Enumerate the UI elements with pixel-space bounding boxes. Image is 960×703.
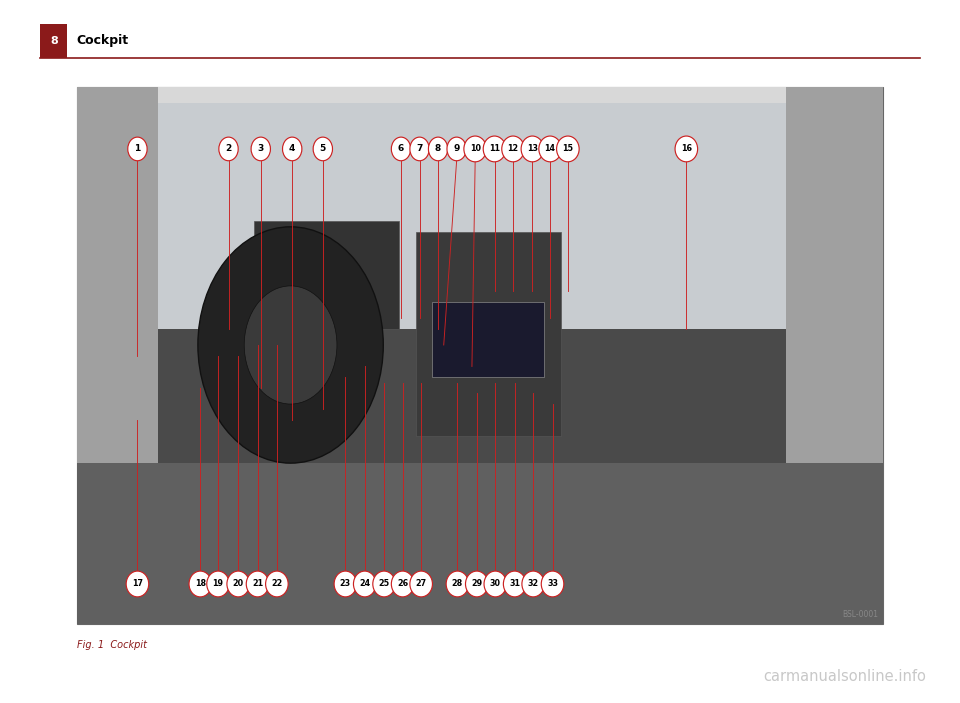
Ellipse shape <box>282 137 301 161</box>
Ellipse shape <box>206 571 229 597</box>
Ellipse shape <box>128 137 147 161</box>
FancyBboxPatch shape <box>416 232 561 437</box>
Ellipse shape <box>557 136 579 162</box>
Ellipse shape <box>353 571 376 597</box>
FancyBboxPatch shape <box>77 87 157 624</box>
Text: 16: 16 <box>681 144 692 153</box>
Text: 13: 13 <box>527 144 538 153</box>
Text: 11: 11 <box>489 144 500 153</box>
Text: 28: 28 <box>452 579 463 588</box>
Ellipse shape <box>521 136 543 162</box>
FancyBboxPatch shape <box>786 87 883 624</box>
Ellipse shape <box>502 136 524 162</box>
Text: 3: 3 <box>257 144 264 153</box>
Ellipse shape <box>227 571 250 597</box>
Ellipse shape <box>247 571 269 597</box>
Ellipse shape <box>447 137 467 161</box>
Ellipse shape <box>392 571 414 597</box>
Text: 19: 19 <box>212 579 224 588</box>
Ellipse shape <box>503 571 526 597</box>
Ellipse shape <box>541 571 564 597</box>
FancyBboxPatch shape <box>254 221 399 329</box>
Ellipse shape <box>313 137 332 161</box>
Text: 1: 1 <box>134 144 140 153</box>
Ellipse shape <box>126 571 149 597</box>
Ellipse shape <box>372 571 396 597</box>
Text: 30: 30 <box>490 579 501 588</box>
Ellipse shape <box>219 137 238 161</box>
FancyBboxPatch shape <box>117 103 843 329</box>
Ellipse shape <box>392 137 411 161</box>
Text: 33: 33 <box>547 579 558 588</box>
Text: 17: 17 <box>132 579 143 588</box>
Text: 15: 15 <box>563 144 573 153</box>
Ellipse shape <box>446 571 468 597</box>
Ellipse shape <box>266 571 288 597</box>
Text: BSL-0001: BSL-0001 <box>842 610 878 619</box>
FancyBboxPatch shape <box>77 87 883 624</box>
Text: 5: 5 <box>320 144 326 153</box>
Ellipse shape <box>252 137 271 161</box>
Ellipse shape <box>334 571 357 597</box>
Text: 8: 8 <box>435 144 442 153</box>
Ellipse shape <box>189 571 211 597</box>
Text: 25: 25 <box>378 579 390 588</box>
Text: 20: 20 <box>232 579 244 588</box>
Text: 21: 21 <box>252 579 263 588</box>
Ellipse shape <box>466 571 488 597</box>
Text: 18: 18 <box>195 579 205 588</box>
Ellipse shape <box>410 137 429 161</box>
Text: 14: 14 <box>544 144 556 153</box>
Text: 7: 7 <box>417 144 422 153</box>
FancyBboxPatch shape <box>77 463 883 624</box>
Text: 22: 22 <box>272 579 282 588</box>
Text: 29: 29 <box>471 579 482 588</box>
Text: 23: 23 <box>340 579 351 588</box>
Text: 31: 31 <box>509 579 520 588</box>
Text: Cockpit: Cockpit <box>77 34 129 47</box>
Ellipse shape <box>428 137 447 161</box>
Text: 4: 4 <box>289 144 296 153</box>
Ellipse shape <box>464 136 487 162</box>
FancyBboxPatch shape <box>77 87 883 329</box>
Ellipse shape <box>198 227 383 463</box>
FancyBboxPatch shape <box>77 259 883 463</box>
Ellipse shape <box>539 136 562 162</box>
Text: carmanualsonline.info: carmanualsonline.info <box>763 669 926 684</box>
Ellipse shape <box>410 571 432 597</box>
Text: 32: 32 <box>528 579 539 588</box>
Text: 10: 10 <box>469 144 481 153</box>
Text: 12: 12 <box>508 144 518 153</box>
Ellipse shape <box>675 136 698 162</box>
FancyBboxPatch shape <box>432 302 544 378</box>
FancyBboxPatch shape <box>40 24 67 58</box>
Text: Fig. 1  Cockpit: Fig. 1 Cockpit <box>77 640 147 650</box>
Text: 6: 6 <box>397 144 404 153</box>
Ellipse shape <box>483 136 506 162</box>
Text: 2: 2 <box>226 144 231 153</box>
Text: 8: 8 <box>50 36 58 46</box>
Text: 9: 9 <box>453 144 460 153</box>
Ellipse shape <box>244 286 337 404</box>
Text: 26: 26 <box>397 579 408 588</box>
Text: 24: 24 <box>359 579 371 588</box>
Ellipse shape <box>484 571 507 597</box>
Ellipse shape <box>522 571 544 597</box>
Text: 27: 27 <box>416 579 427 588</box>
